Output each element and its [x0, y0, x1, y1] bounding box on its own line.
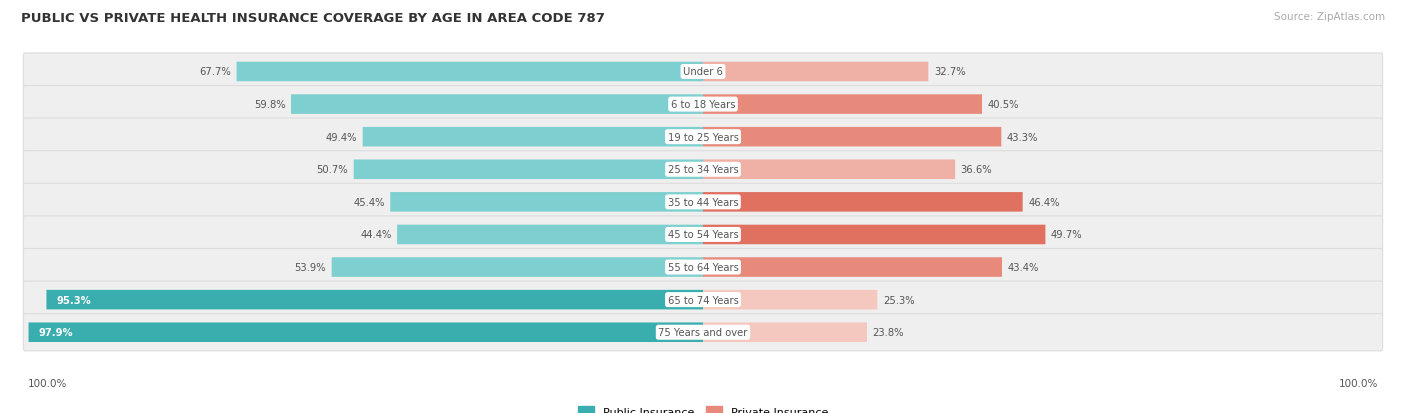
- FancyBboxPatch shape: [46, 290, 703, 310]
- Text: 44.4%: 44.4%: [360, 230, 392, 240]
- FancyBboxPatch shape: [703, 225, 1046, 244]
- Text: 45 to 54 Years: 45 to 54 Years: [668, 230, 738, 240]
- Text: 43.3%: 43.3%: [1007, 132, 1038, 142]
- FancyBboxPatch shape: [391, 192, 703, 212]
- FancyBboxPatch shape: [24, 119, 1382, 156]
- Text: 55 to 64 Years: 55 to 64 Years: [668, 262, 738, 273]
- FancyBboxPatch shape: [703, 323, 868, 342]
- Text: 50.7%: 50.7%: [316, 165, 349, 175]
- Text: 19 to 25 Years: 19 to 25 Years: [668, 132, 738, 142]
- FancyBboxPatch shape: [24, 54, 1382, 91]
- Text: 25 to 34 Years: 25 to 34 Years: [668, 165, 738, 175]
- Text: 53.9%: 53.9%: [294, 262, 326, 273]
- Text: 35 to 44 Years: 35 to 44 Years: [668, 197, 738, 207]
- Text: 25.3%: 25.3%: [883, 295, 914, 305]
- Text: 40.5%: 40.5%: [987, 100, 1019, 110]
- Text: 49.7%: 49.7%: [1050, 230, 1083, 240]
- Text: Under 6: Under 6: [683, 67, 723, 77]
- FancyBboxPatch shape: [703, 160, 955, 180]
- Text: 49.4%: 49.4%: [326, 132, 357, 142]
- Text: 75 Years and over: 75 Years and over: [658, 328, 748, 337]
- FancyBboxPatch shape: [396, 225, 703, 244]
- Text: 45.4%: 45.4%: [353, 197, 385, 207]
- Text: 67.7%: 67.7%: [200, 67, 231, 77]
- Text: 46.4%: 46.4%: [1028, 197, 1060, 207]
- FancyBboxPatch shape: [291, 95, 703, 114]
- FancyBboxPatch shape: [236, 62, 703, 82]
- Text: Source: ZipAtlas.com: Source: ZipAtlas.com: [1274, 12, 1385, 22]
- Text: 23.8%: 23.8%: [873, 328, 904, 337]
- FancyBboxPatch shape: [24, 184, 1382, 221]
- FancyBboxPatch shape: [24, 314, 1382, 351]
- FancyBboxPatch shape: [703, 258, 1002, 277]
- Text: 100.0%: 100.0%: [28, 378, 67, 388]
- FancyBboxPatch shape: [354, 160, 703, 180]
- Text: 43.4%: 43.4%: [1008, 262, 1039, 273]
- Text: 100.0%: 100.0%: [1339, 378, 1378, 388]
- FancyBboxPatch shape: [363, 128, 703, 147]
- FancyBboxPatch shape: [703, 192, 1022, 212]
- Text: 6 to 18 Years: 6 to 18 Years: [671, 100, 735, 110]
- Text: 32.7%: 32.7%: [934, 67, 966, 77]
- FancyBboxPatch shape: [332, 258, 703, 277]
- FancyBboxPatch shape: [24, 151, 1382, 188]
- Text: 59.8%: 59.8%: [254, 100, 285, 110]
- FancyBboxPatch shape: [24, 249, 1382, 286]
- FancyBboxPatch shape: [703, 62, 928, 82]
- FancyBboxPatch shape: [24, 216, 1382, 254]
- FancyBboxPatch shape: [24, 281, 1382, 318]
- Text: 36.6%: 36.6%: [960, 165, 993, 175]
- Text: 97.9%: 97.9%: [39, 328, 73, 337]
- FancyBboxPatch shape: [703, 128, 1001, 147]
- Legend: Public Insurance, Private Insurance: Public Insurance, Private Insurance: [578, 406, 828, 413]
- FancyBboxPatch shape: [703, 95, 981, 114]
- Text: 65 to 74 Years: 65 to 74 Years: [668, 295, 738, 305]
- FancyBboxPatch shape: [24, 86, 1382, 123]
- FancyBboxPatch shape: [28, 323, 703, 342]
- Text: PUBLIC VS PRIVATE HEALTH INSURANCE COVERAGE BY AGE IN AREA CODE 787: PUBLIC VS PRIVATE HEALTH INSURANCE COVER…: [21, 12, 605, 25]
- FancyBboxPatch shape: [703, 290, 877, 310]
- Text: 95.3%: 95.3%: [56, 295, 91, 305]
